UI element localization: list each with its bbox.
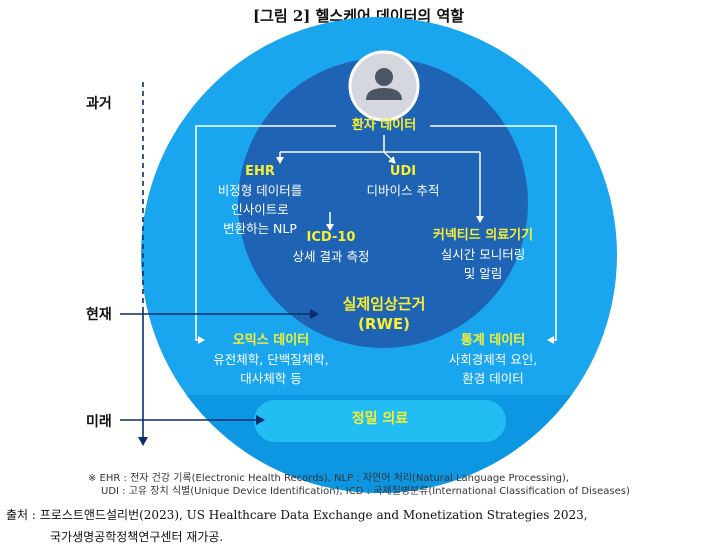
- stats-desc-2: 환경 데이터: [462, 371, 524, 386]
- ehr-desc-2: 인사이트로: [231, 202, 289, 217]
- person-silhouette-icon: [366, 68, 402, 100]
- abbreviation-note-2: UDI : 고유 장치 식별(Unique Device Identificat…: [101, 486, 630, 497]
- connected-device-desc-2: 및 알림: [463, 266, 503, 281]
- ehr-desc-3: 변환하는 NLP: [223, 221, 297, 236]
- icd-title: ICD-10: [306, 230, 356, 245]
- rwe-abbrev: (RWE): [357, 315, 411, 333]
- udi-desc-1: 디바이스 추적: [366, 183, 440, 198]
- udi-node: UDI 디바이스 추적: [348, 162, 458, 200]
- omics-title: 오믹스 데이터: [232, 333, 310, 348]
- omics-desc-1: 유전체학, 단백질체학,: [213, 352, 329, 367]
- source-line-2: 국가생명공학정책연구센터 재가공.: [50, 530, 224, 544]
- icd-node: ICD-10 상세 결과 측정: [276, 228, 386, 266]
- connected-device-node: 커넥티드 의료기기 실시간 모니터링 및 알림: [418, 226, 548, 283]
- stats-desc-1: 사회경제적 요인,: [448, 352, 538, 367]
- ehr-node: EHR 비정형 데이터를 인사이트로 변환하는 NLP: [200, 162, 320, 238]
- inner-circle: [238, 58, 528, 348]
- source-line-1: 출처 : 프로스트앤드설리번(2023), US Healthcare Data…: [6, 508, 588, 522]
- connected-device-desc-1: 실시간 모니터링: [440, 247, 526, 262]
- ehr-title: EHR: [245, 164, 275, 179]
- rwe-title: 실제임상근거: [342, 295, 426, 313]
- patient-data-label: 환자 데이터: [351, 118, 417, 133]
- abbreviation-note-1: ※ EHR : 전자 건강 기록(Electronic Health Recor…: [88, 473, 569, 484]
- source-citation: 출처 : 프로스트앤드설리번(2023), US Healthcare Data…: [6, 504, 716, 548]
- udi-title: UDI: [389, 164, 417, 179]
- stats-node: 통계 데이터 사회경제적 요인, 환경 데이터: [428, 331, 558, 388]
- precision-medicine-label: 정밀 의료: [351, 411, 409, 427]
- timeline-axis: [120, 82, 319, 446]
- timeline-present-label: 현재: [86, 307, 112, 323]
- icd-desc-1: 상세 결과 측정: [292, 249, 370, 264]
- omics-node: 오믹스 데이터 유전체학, 단백질체학, 대사체학 등: [196, 331, 346, 388]
- timeline-past-label: 과거: [86, 96, 112, 112]
- avatar: [348, 50, 420, 122]
- omics-desc-2: 대사체학 등: [240, 371, 302, 386]
- connected-device-title: 커넥티드 의료기기: [432, 228, 534, 243]
- precision-pill: [254, 400, 506, 442]
- timeline-future-label: 미래: [86, 414, 112, 430]
- rwe-node: 실제임상근거 (RWE): [314, 294, 454, 334]
- ehr-desc-1: 비정형 데이터를: [217, 183, 303, 198]
- stats-title: 통계 데이터: [460, 333, 526, 348]
- connector-lines: [195, 125, 557, 344]
